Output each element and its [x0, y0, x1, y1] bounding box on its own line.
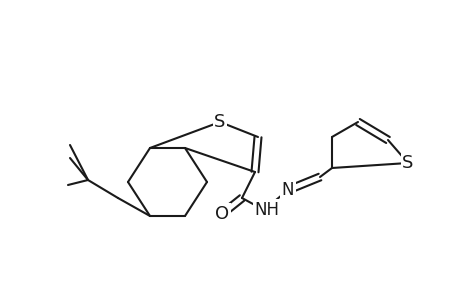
Text: O: O: [214, 205, 229, 223]
Text: N: N: [281, 181, 294, 199]
Text: S: S: [214, 113, 225, 131]
Text: S: S: [402, 154, 413, 172]
Text: NH: NH: [254, 201, 279, 219]
